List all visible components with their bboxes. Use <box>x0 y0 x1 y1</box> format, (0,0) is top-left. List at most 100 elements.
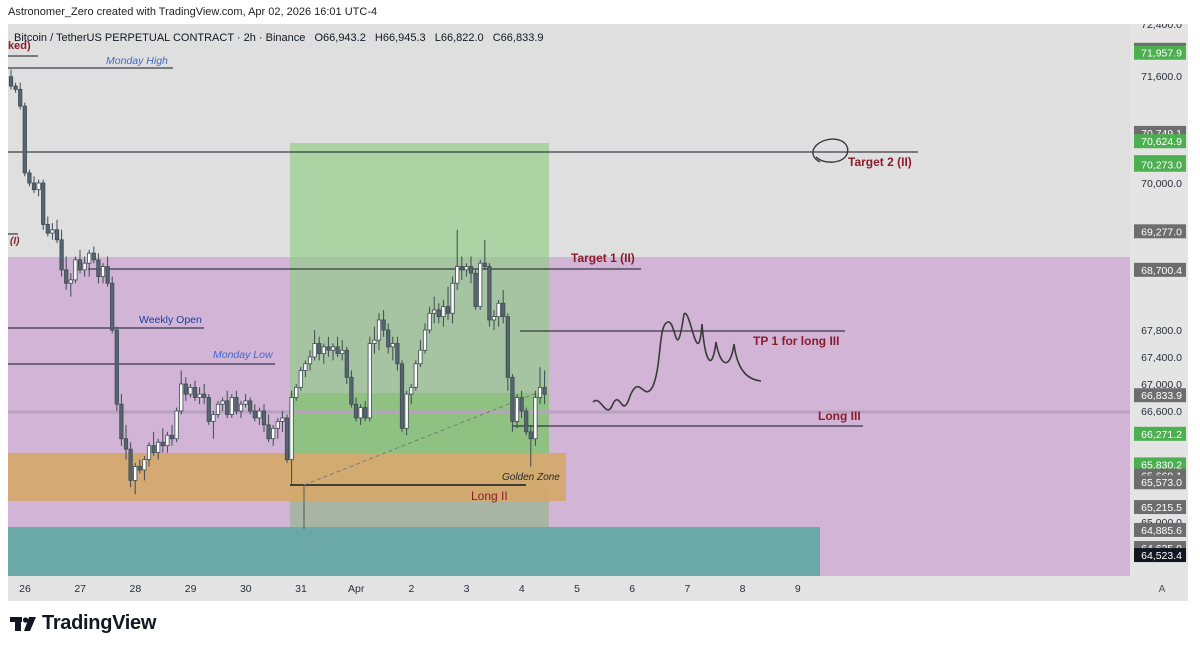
candle-body <box>128 448 133 481</box>
candle <box>137 459 142 474</box>
time-tick-label: 9 <box>795 583 801 595</box>
candle <box>133 463 138 495</box>
candle <box>188 384 193 398</box>
tradingview-brand[interactable]: TradingView <box>10 612 156 635</box>
candle-body <box>27 172 32 184</box>
candle <box>280 411 285 432</box>
candle <box>50 223 55 240</box>
candle-body <box>367 343 372 419</box>
candle-body <box>514 397 520 422</box>
annotation-long-ii: Long II <box>471 489 508 503</box>
candle <box>225 390 230 418</box>
candle <box>307 350 313 371</box>
price-badge: 64,523.4 <box>1134 548 1186 563</box>
candle-body <box>77 259 83 271</box>
price-badge: 66,271.2 <box>1134 426 1186 441</box>
price-badge-label: 64,885.6 <box>1141 525 1182 537</box>
price-badge-bg <box>1134 388 1186 403</box>
price-tick-label: 71,600.0 <box>1141 71 1182 83</box>
candle-body <box>41 182 46 225</box>
candle-body <box>496 302 501 318</box>
candle <box>312 330 317 361</box>
candle-body <box>404 393 409 429</box>
candle-body <box>418 349 423 365</box>
candle-body <box>275 421 280 429</box>
purple-zone <box>8 257 1130 576</box>
chart-pane[interactable]: ked) Monday High Target 2 (II) (I) Targe… <box>8 24 1188 601</box>
price-badge-bg <box>1134 134 1186 149</box>
candle-body <box>123 438 129 450</box>
candles-group <box>8 69 547 495</box>
price-badge-label: 66,271.2 <box>1141 429 1182 441</box>
price-badge: 69,277.0 <box>1134 224 1186 239</box>
candle <box>169 424 175 446</box>
candle-body <box>307 356 313 365</box>
time-tick-label: 2 <box>408 583 414 595</box>
candle <box>27 169 32 187</box>
candle-body <box>422 329 428 351</box>
candle <box>514 394 520 429</box>
candle <box>344 346 349 384</box>
candle-body <box>432 309 437 314</box>
candle <box>271 424 276 446</box>
candle <box>41 179 46 230</box>
candle <box>142 456 147 481</box>
price-tick-label: 72,400.0 <box>1141 24 1182 31</box>
candle <box>31 176 37 194</box>
candle <box>100 263 106 284</box>
ohlc-open: O66,943.2 <box>314 32 365 44</box>
candle-body <box>50 229 55 234</box>
candle-body <box>248 400 253 412</box>
price-badge-label: 69,277.0 <box>1141 226 1182 238</box>
candle-body <box>464 266 469 271</box>
candle <box>450 276 455 324</box>
candle <box>174 407 179 443</box>
candle-body <box>206 397 211 422</box>
candle-body <box>179 383 184 412</box>
candle-body <box>353 403 359 419</box>
candle <box>211 411 216 439</box>
candle-body <box>119 403 124 440</box>
annotation-golden-zone: Golden Zone <box>502 472 560 483</box>
candle-body <box>340 349 345 355</box>
candle-body <box>100 266 106 277</box>
candle <box>496 299 501 327</box>
candle-body <box>289 397 294 460</box>
candle-body <box>137 466 142 471</box>
candle-body <box>211 414 216 422</box>
candle-body <box>395 343 400 365</box>
annotation-target-1: Target 1 (II) <box>571 251 635 265</box>
time-tick-label: 30 <box>240 583 252 595</box>
candle <box>363 400 368 422</box>
auto-scale-toggle[interactable]: A <box>1159 584 1166 595</box>
candle-body <box>22 105 27 174</box>
candle-body <box>326 346 331 351</box>
price-badge-label: 70,749.1 <box>1141 128 1182 140</box>
candle <box>390 336 395 361</box>
candle <box>418 340 423 368</box>
candle-body <box>188 386 193 395</box>
candle-body <box>358 407 363 419</box>
candle <box>427 306 432 334</box>
candle-body <box>468 266 474 274</box>
candle <box>468 256 474 284</box>
candle-body <box>174 410 179 440</box>
annotation-monday-high: Monday High <box>106 55 168 67</box>
candle <box>114 326 119 411</box>
profit-zone <box>290 393 549 453</box>
candle-body <box>381 319 386 331</box>
price-tick-label: 70,000.0 <box>1141 178 1182 190</box>
candle-body <box>533 397 538 440</box>
candle-body <box>294 386 299 398</box>
time-tick-label: 31 <box>295 583 307 595</box>
candle-body <box>409 386 414 395</box>
candle-body <box>261 410 267 426</box>
candle <box>455 229 460 290</box>
candle <box>266 414 271 443</box>
price-badge-label: 70,273.0 <box>1141 160 1182 172</box>
candle <box>243 394 248 408</box>
candle <box>524 407 529 436</box>
chart-canvas[interactable]: ked) Monday High Target 2 (II) (I) Targe… <box>8 24 1188 601</box>
time-tick-label: 7 <box>684 583 690 595</box>
candle-body <box>303 363 308 371</box>
